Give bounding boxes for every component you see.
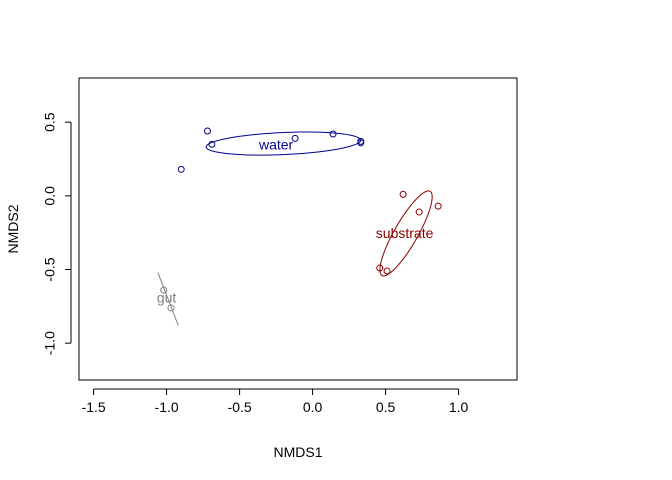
substrate-point bbox=[434, 202, 442, 210]
series-layer: water substrate gut bbox=[157, 127, 442, 326]
x-tick-label: 0.5 bbox=[376, 399, 396, 415]
substrate-point bbox=[415, 208, 423, 216]
substrate-point bbox=[376, 264, 384, 272]
series-substrate: substrate bbox=[376, 190, 442, 277]
x-tick-label: -0.5 bbox=[228, 399, 252, 415]
gut-point bbox=[160, 286, 168, 294]
series-water: water bbox=[177, 127, 365, 173]
water-point bbox=[177, 165, 185, 173]
substrate-point bbox=[383, 267, 391, 275]
water-point bbox=[329, 130, 337, 138]
gut-label: gut bbox=[157, 290, 177, 306]
water-point bbox=[291, 134, 299, 142]
substrate-ellipse bbox=[379, 190, 433, 277]
y-tick-label: 0.0 bbox=[42, 186, 58, 206]
y-tick-label: 0.5 bbox=[42, 112, 58, 132]
x-tick-label: -1.5 bbox=[82, 399, 106, 415]
y-axis-title: NMDS2 bbox=[5, 204, 21, 253]
y-tick-label: -1.0 bbox=[42, 331, 58, 355]
x-tick-label: 1.0 bbox=[449, 399, 469, 415]
x-axis-title: NMDS1 bbox=[273, 444, 322, 460]
series-gut: gut bbox=[157, 272, 179, 326]
substrate-label: substrate bbox=[376, 225, 434, 241]
gut-point bbox=[167, 304, 175, 312]
x-axis: -1.5 -1.0 -0.5 0.0 0.5 1.0 bbox=[82, 388, 469, 415]
water-point bbox=[357, 139, 365, 147]
y-axis: -1.0 -0.5 0.0 0.5 bbox=[42, 112, 72, 355]
x-tick-label: -1.0 bbox=[155, 399, 179, 415]
gut-ellipse-segment bbox=[157, 272, 179, 326]
substrate-point bbox=[399, 190, 407, 198]
y-tick-label: -0.5 bbox=[42, 257, 58, 281]
water-point bbox=[208, 140, 216, 148]
x-tick-label: 0.0 bbox=[303, 399, 323, 415]
plot-frame bbox=[78, 77, 518, 381]
water-ellipse bbox=[205, 131, 362, 156]
water-point bbox=[203, 127, 211, 135]
water-label: water bbox=[258, 136, 294, 152]
